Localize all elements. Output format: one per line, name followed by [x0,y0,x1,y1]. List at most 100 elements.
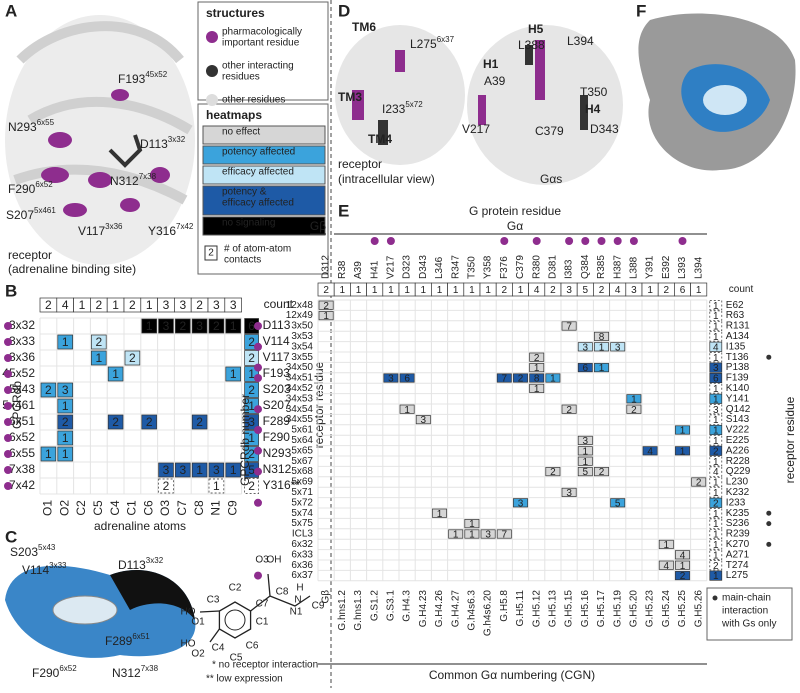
structure-label: H4 [585,102,601,116]
heat-cell-label: 2 [518,374,524,385]
row-count [709,372,723,384]
heat-cell [158,318,174,334]
residue-name: V114 [22,563,49,577]
main-chain-marker [766,521,772,527]
legend-label: important residue [222,38,300,49]
receptor-label: E62 [726,300,744,311]
heat-cell [577,342,593,352]
row-count-label: 5 [248,463,255,477]
important-marker [4,434,12,442]
g-residue-label: V217 [386,255,397,279]
caption: (intracellular view) [338,172,435,186]
row-count-label: 3 [713,363,719,374]
cgn-label: G.S3.1 [386,590,397,622]
row-count [709,414,723,425]
heat-cell [141,318,157,334]
atom-label: H [296,583,303,594]
heat-cell-label: 1 [583,457,589,468]
important-marker [4,354,12,362]
cgn-label: G.H5.19 [612,590,623,628]
receptor-label: K140 [726,383,750,394]
residue-name: F289 [105,634,133,648]
legend-swatch [204,245,218,261]
atom-label: C8 [192,500,206,516]
row-count [709,352,723,363]
heat-cell [594,342,609,352]
legend-swatch [202,216,326,236]
panel-label: A [5,1,17,20]
heat-cell [415,415,431,425]
heat-cell [675,571,690,581]
panel-label: F [636,1,646,20]
important-marker [254,571,262,580]
receptor-label: R63 [726,310,745,321]
heat-cell [175,318,191,334]
gpcrdb-label: 5x69 [291,477,313,488]
gpcrdb-label: 3x33 [9,334,35,348]
heat-cell [91,334,107,350]
heat-cell [675,425,690,435]
heat-cell-label: 1 [599,363,605,374]
row-count [709,456,723,467]
heat-cell [561,404,577,414]
row-count [709,549,723,560]
heat-cell-label: 1 [664,540,670,551]
heat-cell [464,529,480,539]
receptor-label: R131 [726,321,750,332]
column-count-label: 2 [196,298,203,312]
heat-cell-label: 2 [45,383,52,397]
heat-cell [577,467,593,477]
column-count-label: 3 [163,298,170,312]
row-count-label: 6 [248,319,255,333]
heat-cell [383,373,399,383]
atom-label: O2 [191,649,205,660]
heat-cell [208,462,225,478]
receptor-label: V114 [263,334,290,348]
gpcrdb-label: 6x36 [291,560,313,571]
structure-label: D343 [590,122,619,136]
heat-cell-label: 5 [583,467,589,478]
column-count-label: 4 [62,298,69,312]
count-label: count [264,297,294,311]
atom-label: HO [181,607,196,618]
gpcrdb-label: 34x51 [286,373,314,384]
heat-cell [191,462,208,478]
heat-cell [529,383,545,393]
benzene-ring [218,601,252,639]
important-marker [4,482,12,490]
legend-label: potency & [222,187,267,198]
receptor-label: F139 [726,373,749,384]
legend-title: structures [206,6,265,20]
heat-cell [107,366,124,382]
heat-cell [40,382,57,398]
column-count-label: 2 [502,285,508,296]
main-chain-marker [766,354,772,360]
heat-cell-label: 2 [680,571,686,582]
receptor-label: S203 [263,382,291,396]
gpcrdb-label: 7x42 [9,478,35,492]
legend-label: other interacting [222,61,294,72]
row-count-label: 1 [713,550,719,561]
row-count-label: 1 [713,311,719,322]
atom-label: C6 [141,500,155,516]
atom-label: HO [181,639,196,650]
gpcrdb-superscript: 6x55 [37,118,55,127]
residue-label: D1133x32 [140,135,186,151]
gpcrdb-label: 6x33 [291,549,313,560]
g-residue-label: D343 [418,255,429,279]
gpcrdb-superscript: 7x42 [176,222,194,231]
structure-d [335,25,623,185]
important-marker [581,237,590,245]
row-count [709,497,723,508]
column-count-label: 2 [95,298,102,312]
row-count [709,383,723,394]
gpcrdb-superscript: 3x36 [105,222,123,231]
residue-name: D113 [118,558,146,572]
structure-label: TM4 [368,132,392,146]
heat-cell-label: 2 [112,415,119,429]
row-count-label: 1 [713,322,719,333]
heat-cell-label: 6 [583,363,589,374]
row-count [709,445,723,456]
heat-cell-label: 4 [680,550,686,561]
row-count [709,362,723,373]
